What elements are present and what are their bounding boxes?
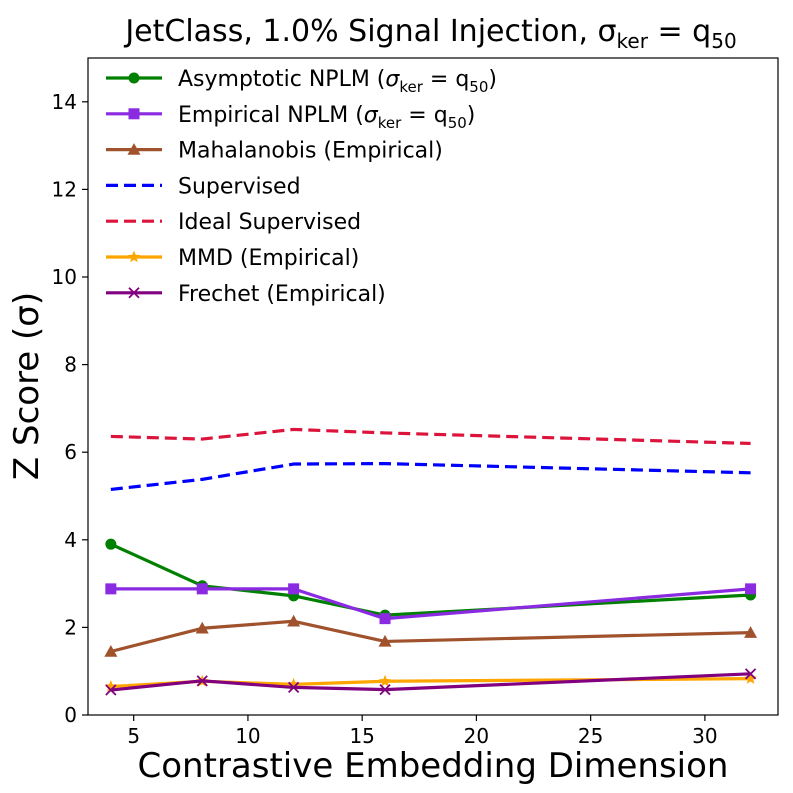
series-frechet-point <box>287 681 300 694</box>
legend-label-name-sub2: 50 <box>469 78 488 96</box>
legend-entry-frechet: Frechet (Empirical) <box>106 282 386 307</box>
series-frechet-point <box>379 683 391 696</box>
legend-label-name: Ideal Supervised <box>178 210 361 235</box>
legend-label-name-end: ) <box>488 67 497 92</box>
chart-title: JetClass, 1.0% Signal Injection, σker = … <box>123 14 736 53</box>
x-axis-label: Contrastive Embedding Dimension <box>138 746 729 786</box>
y-tick-label: 2 <box>64 615 77 639</box>
legend-label: MMD (Empirical) <box>178 246 359 271</box>
legend-entry-mmd: MMD (Empirical) <box>106 246 359 271</box>
legend-marker <box>127 143 141 155</box>
legend-marker <box>127 250 141 263</box>
plot-area <box>87 57 779 716</box>
y-tick-label: 4 <box>64 528 77 552</box>
legend-marker <box>128 287 140 299</box>
series-emp-point <box>379 613 391 625</box>
series-emp-point <box>288 583 300 595</box>
x-tick-label: 20 <box>464 724 489 748</box>
legend-label: Ideal Supervised <box>178 210 361 235</box>
series-layer <box>104 427 758 696</box>
series-mmd-point <box>744 672 757 684</box>
series-frechet-point <box>196 675 208 687</box>
legend-entry-asym: Asymptotic NPLM (σker = q50) <box>106 67 497 96</box>
series-emp-point <box>105 583 117 595</box>
series-maha <box>104 614 758 657</box>
series-maha-point <box>744 626 758 638</box>
legend-label-name-sub: ker <box>399 78 423 96</box>
series-frechet <box>105 668 757 696</box>
legend-entry-ideal: Ideal Supervised <box>106 210 361 235</box>
legend-label-name-eq: = q <box>401 103 447 128</box>
legend-label-name: Asymptotic NPLM ( <box>178 67 385 92</box>
series-maha-point <box>104 644 118 657</box>
x-tick-label: 5 <box>127 724 140 748</box>
legend-label-name: Frechet (Empirical) <box>178 282 386 307</box>
y-tick-label: 10 <box>52 265 77 289</box>
series-ideal-line <box>110 427 751 446</box>
legend-marker <box>128 72 140 84</box>
chart-title-sub: ker <box>617 29 649 53</box>
series-emp-point <box>745 583 757 595</box>
series-ideal <box>110 427 751 446</box>
legend-label: Supervised <box>178 174 301 199</box>
legend-label: Asymptotic NPLM (σker = q50) <box>178 67 497 96</box>
chart-title-tail: = q <box>648 14 711 49</box>
series-asym-line <box>110 542 751 617</box>
chart-title-main: JetClass, 1.0% Signal Injection, σ <box>123 14 616 49</box>
series-maha-point <box>287 614 301 627</box>
y-tick-label: 14 <box>52 90 77 114</box>
legend-label-name-math: σ <box>364 103 379 128</box>
x-tick-label: 30 <box>692 724 717 748</box>
series-emp <box>105 583 757 625</box>
legend-marker <box>128 108 140 120</box>
legend-label-name-math: σ <box>385 67 400 92</box>
series-sup <box>110 461 751 492</box>
legend-label-name: Empirical NPLM ( <box>178 103 364 128</box>
series-mmd-point <box>104 680 118 692</box>
series-frechet-point <box>744 668 757 680</box>
legend-label-name-sub2: 50 <box>448 114 467 132</box>
x-tick-label: 15 <box>349 724 374 748</box>
y-tick-label: 0 <box>64 703 77 727</box>
legend-label-name-sub: ker <box>378 114 402 132</box>
legend-label-name: Mahalanobis (Empirical) <box>178 139 443 164</box>
x-axis-ticks: 5 10 15 20 25 30 <box>127 715 718 748</box>
y-tick-label: 8 <box>64 353 77 377</box>
legend: Asymptotic NPLM (σker = q50)Empirical NP… <box>106 67 497 307</box>
series-frechet-point <box>105 684 117 696</box>
legend-label-name: MMD (Empirical) <box>178 246 359 271</box>
series-mmd-point <box>287 677 300 690</box>
y-tick-label: 12 <box>52 177 77 201</box>
legend-entry-maha: Mahalanobis (Empirical) <box>106 139 443 164</box>
legend-label: Empirical NPLM (σker = q50) <box>178 103 475 132</box>
legend-label-name-eq: = q <box>423 67 469 92</box>
legend-label-name-end: ) <box>467 103 476 128</box>
series-emp-point <box>196 583 208 595</box>
x-tick-label: 10 <box>235 724 260 748</box>
legend-entry-sup: Supervised <box>106 174 301 199</box>
y-tick-label: 6 <box>64 440 77 464</box>
series-sup-line <box>110 461 751 492</box>
chart-title-tail-sub: 50 <box>711 29 736 53</box>
legend-entry-emp: Empirical NPLM (σker = q50) <box>106 103 475 132</box>
series-maha-point <box>195 621 209 634</box>
x-tick-label: 25 <box>578 724 603 748</box>
y-axis-label: Z Score (σ) <box>7 292 47 480</box>
series-maha-line <box>110 619 751 654</box>
legend-label: Frechet (Empirical) <box>178 282 386 307</box>
legend-label-name: Supervised <box>178 174 301 199</box>
series-asym <box>105 538 757 621</box>
y-axis-ticks: 0 2 4 6 8 10 12 14 <box>52 90 88 727</box>
series-mmd-point <box>378 674 392 687</box>
series-maha-point <box>378 634 392 647</box>
series-asym-point <box>105 538 117 550</box>
legend-label: Mahalanobis (Empirical) <box>178 139 443 164</box>
